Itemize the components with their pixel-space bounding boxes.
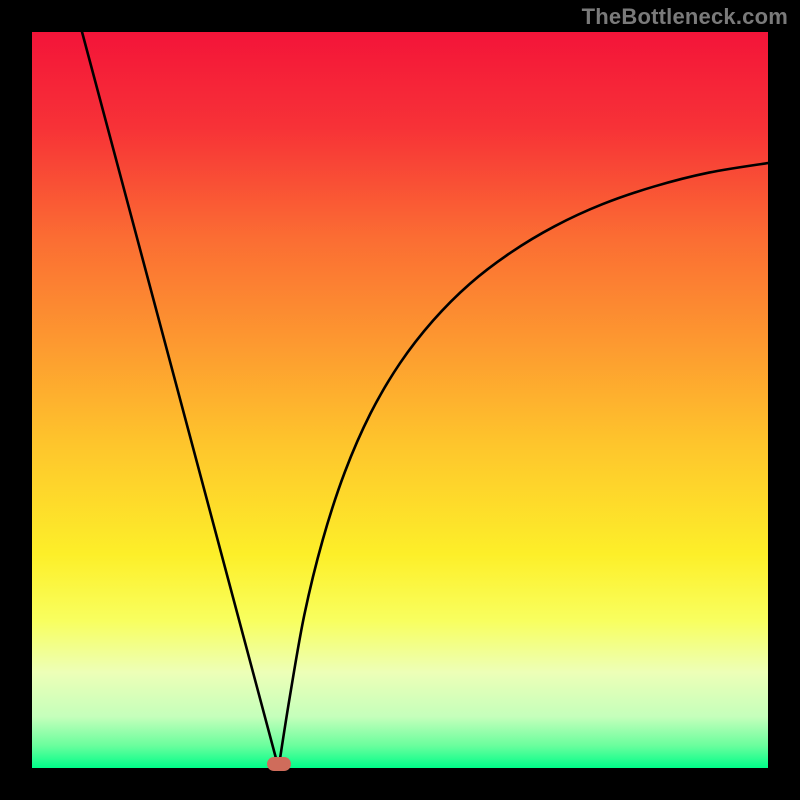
plot-area xyxy=(32,32,768,768)
curve-path xyxy=(82,32,768,768)
watermark-text: TheBottleneck.com xyxy=(582,4,788,30)
optimum-marker xyxy=(267,757,291,771)
bottleneck-curve xyxy=(32,32,768,768)
